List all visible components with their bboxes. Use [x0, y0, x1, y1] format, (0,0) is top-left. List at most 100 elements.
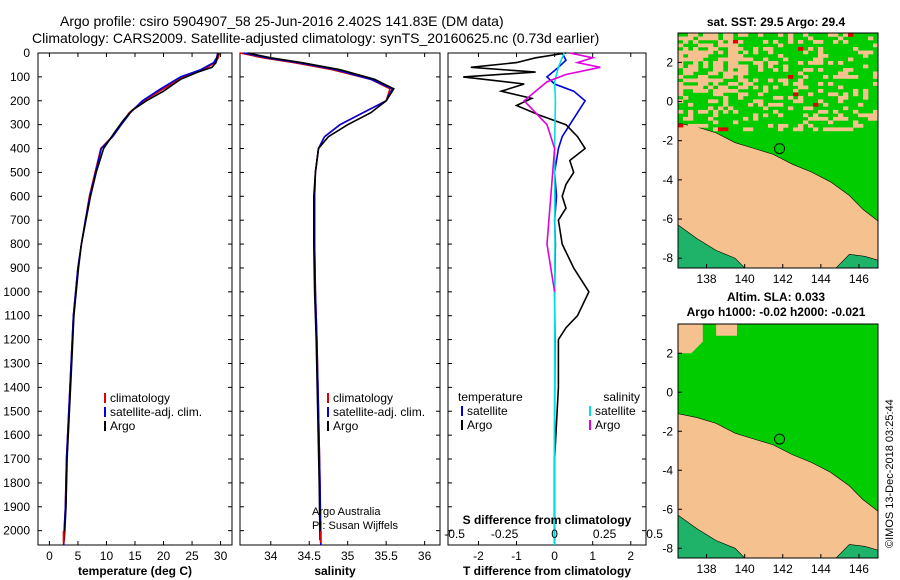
missing-data-cell — [678, 50, 684, 55]
missing-data-cell — [698, 78, 704, 83]
missing-data-cell — [753, 47, 759, 51]
missing-data-cell — [828, 120, 834, 125]
missing-data-cell — [683, 40, 689, 44]
missing-data-cell — [688, 113, 694, 118]
t-diff-axis-label: T difference from climatology — [463, 564, 631, 578]
missing-data-cell — [848, 75, 854, 79]
depth-tick-label: 100 — [10, 70, 30, 84]
missing-data-cell — [858, 113, 864, 118]
southern-sea — [678, 514, 746, 558]
salinity-annotation-2: PI: Susan Wijffels — [312, 520, 398, 532]
missing-data-cell — [718, 61, 724, 65]
missing-data-cell — [873, 113, 878, 118]
depth-tick-label: 1700 — [3, 452, 30, 466]
missing-data-cell — [838, 61, 844, 65]
missing-data-cell — [728, 40, 734, 44]
plot-frame — [239, 52, 441, 546]
missing-data-cell — [718, 78, 724, 83]
missing-data-cell — [873, 71, 878, 76]
missing-data-cell — [783, 64, 789, 69]
missing-data-cell — [678, 61, 684, 65]
missing-data-cell — [788, 36, 794, 41]
missing-data-cell — [743, 57, 749, 62]
missing-data-cell — [683, 36, 689, 41]
map-x-tick-label: 140 — [735, 562, 755, 576]
missing-data-cell — [728, 54, 734, 58]
missing-data-cell — [853, 123, 859, 128]
missing-data-cell — [848, 57, 854, 62]
missing-data-cell — [738, 33, 744, 37]
missing-data-cell — [818, 40, 824, 44]
warm-cell — [793, 92, 799, 97]
missing-data-cell — [778, 113, 784, 118]
missing-data-cell — [763, 57, 769, 62]
missing-data-cell — [713, 109, 719, 114]
missing-data-cell — [733, 61, 739, 65]
missing-data-area — [716, 324, 737, 336]
missing-data-cell — [743, 68, 749, 72]
missing-data-cell — [758, 61, 764, 65]
map-x-tick-label: 146 — [849, 562, 869, 576]
legend-title: salinity — [603, 390, 640, 404]
missing-data-cell — [688, 57, 694, 62]
missing-data-cell — [728, 106, 734, 111]
imos-timestamp: ©IMOS 13-Dec-2018 03:25:44 — [884, 399, 896, 548]
missing-data-cell — [828, 33, 834, 37]
difference-panel: -2 -1 0 1 2 -0.5 -0.25 0 0.25 0.5 temperature salin… — [444, 52, 663, 563]
legend-label: climatology — [110, 391, 170, 405]
missing-data-cell — [703, 89, 709, 93]
missing-data-cell — [778, 78, 784, 83]
missing-data-cell — [693, 68, 699, 72]
missing-data-cell — [813, 116, 819, 121]
missing-data-cell — [843, 68, 849, 72]
missing-data-cell — [743, 64, 749, 69]
warm-cell — [813, 102, 819, 107]
map-content — [678, 324, 878, 558]
missing-data-cell — [788, 95, 794, 100]
missing-data-cell — [753, 116, 759, 121]
legend-label: satellite — [467, 404, 508, 418]
missing-data-cell — [723, 36, 729, 41]
missing-data-cell — [818, 116, 824, 121]
missing-data-cell — [698, 36, 704, 41]
missing-data-cell — [778, 127, 784, 132]
missing-data-cell — [703, 36, 709, 41]
missing-data-cell — [873, 116, 878, 121]
missing-data-cell — [698, 82, 704, 86]
missing-data-cell — [678, 36, 684, 41]
missing-data-cell — [758, 33, 764, 37]
missing-data-cell — [828, 127, 834, 132]
missing-data-cell — [793, 82, 799, 86]
missing-data-cell — [743, 71, 749, 76]
map-y-tick-label: -2 — [662, 134, 673, 148]
legend-label: satellite — [595, 404, 636, 418]
missing-data-cell — [713, 71, 719, 76]
map-sst: 138 140 142 144 146 -8 -6 -4 -2 0 2 — [662, 32, 879, 286]
missing-data-cell — [678, 75, 684, 79]
missing-data-cell — [728, 64, 734, 69]
missing-data-cell — [793, 89, 799, 93]
missing-data-cell — [768, 123, 774, 128]
argo-location-marker — [774, 433, 786, 445]
top-axis-tick-label: 0 — [551, 527, 558, 541]
missing-data-cell — [768, 61, 774, 65]
missing-data-cell — [708, 47, 714, 51]
missing-data-cell — [728, 50, 734, 55]
series-line-s-argo — [523, 52, 601, 292]
missing-data-cell — [838, 36, 844, 41]
missing-data-cell — [723, 43, 729, 48]
map-x-tick-label: 140 — [735, 272, 755, 286]
missing-data-cell — [708, 36, 714, 41]
missing-data-cell — [683, 57, 689, 62]
missing-data-cell — [678, 43, 684, 48]
missing-data-cell — [788, 40, 794, 44]
depth-tick-label: 1800 — [3, 476, 30, 490]
missing-data-cell — [848, 127, 854, 132]
missing-data-cell — [698, 43, 704, 48]
missing-data-cell — [813, 113, 819, 118]
missing-data-cell — [693, 47, 699, 51]
depth-tick-label: 500 — [10, 165, 30, 179]
missing-data-cell — [683, 95, 689, 100]
missing-data-cell — [838, 75, 844, 79]
missing-data-cell — [838, 127, 844, 132]
